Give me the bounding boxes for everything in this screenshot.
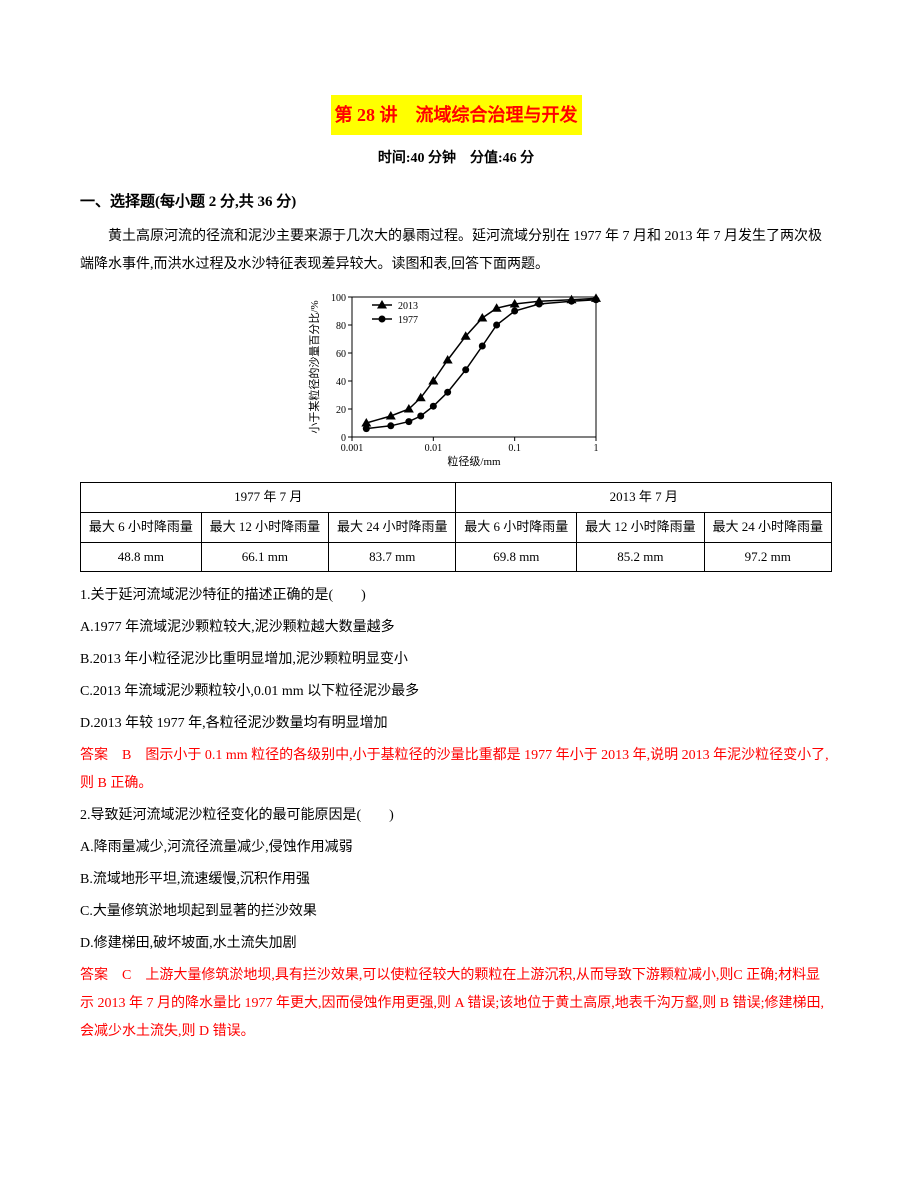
- table-header: 最大 12 小时降雨量: [201, 512, 328, 542]
- svg-text:20: 20: [336, 405, 346, 416]
- q2-answer: 答案 C 上游大量修筑淤地坝,具有拦沙效果,可以使粒径较大的颗粒在上游沉积,从而…: [80, 962, 832, 1046]
- table-data-row: 48.8 mm 66.1 mm 83.7 mm 69.8 mm 85.2 mm …: [81, 542, 832, 572]
- table-cell: 97.2 mm: [704, 542, 831, 572]
- svg-text:2013: 2013: [398, 301, 418, 312]
- q1-answer: 答案 B 图示小于 0.1 mm 粒径的各级别中,小于基粒径的沙量比重都是 19…: [80, 742, 832, 798]
- svg-text:100: 100: [331, 293, 346, 304]
- table-header-row-1: 1977 年 7 月 2013 年 7 月: [81, 483, 832, 513]
- q2-option-a: A.降雨量减少,河流径流量减少,侵蚀作用减弱: [80, 834, 832, 862]
- table-header: 最大 24 小时降雨量: [329, 512, 456, 542]
- table-header: 最大 6 小时降雨量: [81, 512, 202, 542]
- rainfall-table: 1977 年 7 月 2013 年 7 月 最大 6 小时降雨量 最大 12 小…: [80, 482, 832, 572]
- table-cell: 85.2 mm: [577, 542, 704, 572]
- page-title: 第 28 讲 流域综合治理与开发: [331, 95, 582, 135]
- q1-stem: 1.关于延河流域泥沙特征的描述正确的是( ): [80, 582, 832, 610]
- q1-option-a: A.1977 年流域泥沙颗粒较大,泥沙颗粒越大数量越多: [80, 614, 832, 642]
- table-cell: 66.1 mm: [201, 542, 328, 572]
- svg-text:小于某粒径的沙量百分比/%: 小于某粒径的沙量百分比/%: [307, 300, 321, 433]
- svg-text:40: 40: [336, 377, 346, 388]
- q2-option-b: B.流域地形平坦,流速缓慢,沉积作用强: [80, 866, 832, 894]
- q1-option-b: B.2013 年小粒径泥沙比重明显增加,泥沙颗粒明显变小: [80, 646, 832, 674]
- table-header: 2013 年 7 月: [456, 483, 832, 513]
- svg-text:60: 60: [336, 349, 346, 360]
- section-header: 一、选择题(每小题 2 分,共 36 分): [80, 187, 832, 217]
- svg-text:1977: 1977: [398, 315, 418, 326]
- svg-text:80: 80: [336, 321, 346, 332]
- svg-text:粒径级/mm: 粒径级/mm: [447, 454, 501, 467]
- table-cell: 83.7 mm: [329, 542, 456, 572]
- table-header: 1977 年 7 月: [81, 483, 456, 513]
- svg-text:0.001: 0.001: [341, 443, 364, 454]
- svg-text:1: 1: [594, 443, 599, 454]
- q1-option-d: D.2013 年较 1977 年,各粒径泥沙数量均有明显增加: [80, 710, 832, 738]
- table-cell: 48.8 mm: [81, 542, 202, 572]
- q2-option-c: C.大量修筑淤地坝起到显著的拦沙效果: [80, 898, 832, 926]
- q1-option-c: C.2013 年流域泥沙颗粒较小,0.01 mm 以下粒径泥沙最多: [80, 678, 832, 706]
- table-cell: 69.8 mm: [456, 542, 577, 572]
- table-header: 最大 24 小时降雨量: [704, 512, 831, 542]
- svg-text:0.01: 0.01: [425, 443, 443, 454]
- table-header: 最大 12 小时降雨量: [577, 512, 704, 542]
- svg-text:0.1: 0.1: [508, 443, 521, 454]
- page-subtitle: 时间:40 分钟 分值:46 分: [80, 145, 832, 173]
- q2-option-d: D.修建梯田,破坏坡面,水土流失加剧: [80, 930, 832, 958]
- sediment-chart: 0204060801000.0010.010.11粒径级/mm小于某粒径的沙量百…: [306, 287, 606, 478]
- intro-text: 黄土高原河流的径流和泥沙主要来源于几次大的暴雨过程。延河流域分别在 1977 年…: [80, 223, 832, 279]
- table-header-row-2: 最大 6 小时降雨量 最大 12 小时降雨量 最大 24 小时降雨量 最大 6 …: [81, 512, 832, 542]
- q2-stem: 2.导致延河流域泥沙粒径变化的最可能原因是( ): [80, 802, 832, 830]
- table-header: 最大 6 小时降雨量: [456, 512, 577, 542]
